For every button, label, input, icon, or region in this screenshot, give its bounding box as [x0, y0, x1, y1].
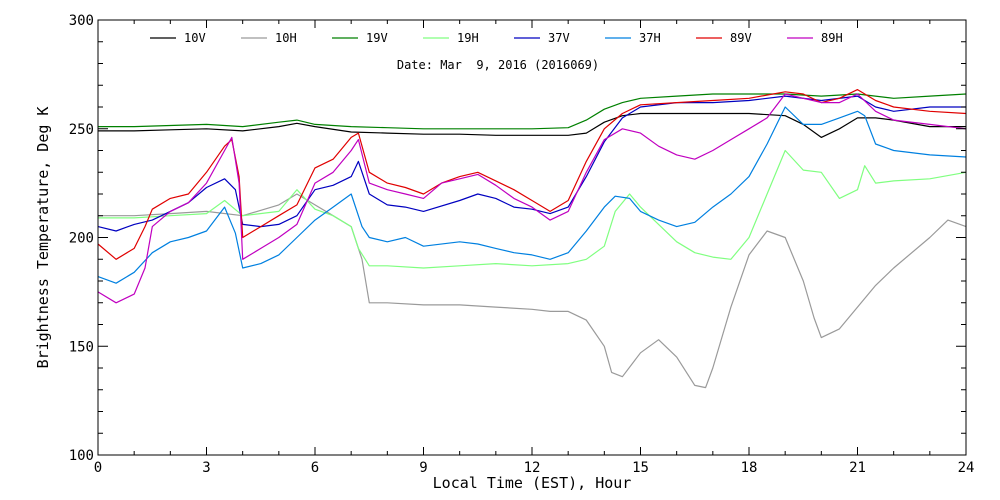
legend-label-19h: 19H: [457, 31, 479, 45]
x-tick-label: 15: [632, 460, 649, 476]
legend-label-89h: 89H: [821, 31, 843, 45]
x-axis-title: Local Time (EST), Hour: [433, 474, 632, 492]
y-tick-label: 250: [69, 122, 94, 138]
x-tick-label: 9: [419, 460, 427, 476]
series-line-19h: [98, 149, 967, 269]
x-tick-label: 21: [849, 460, 866, 476]
series-line-10h: [98, 193, 967, 389]
y-axis-title: Brightness Temperature, Deg K: [34, 107, 52, 369]
y-tick-label: 100: [69, 448, 94, 464]
series-layer: [97, 88, 967, 389]
legend-label-37v: 37V: [548, 31, 570, 45]
date-annotation: Date: Mar 9, 2016 (2016069): [397, 58, 599, 72]
legend-label-89v: 89V: [730, 31, 752, 45]
y-tick-label: 150: [69, 339, 94, 355]
x-tick-label: 3: [202, 460, 210, 476]
legend: 10V 10H 19V 19H 37V 37H 89V 89H: [150, 31, 843, 45]
legend-label-10h: 10H: [275, 31, 297, 45]
x-tick-label: 18: [741, 460, 758, 476]
series-line-37v: [97, 95, 966, 232]
x-tick-label: 12: [524, 460, 541, 476]
series-line-19v: [98, 93, 967, 130]
x-tick-label: 6: [311, 460, 319, 476]
axis-ticks: 0 3 6 9 12 15 18 21 24 100 150 200 250 300: [69, 13, 975, 476]
y-tick-label: 300: [69, 13, 94, 29]
series-line-37h: [97, 106, 967, 284]
series-line-89h: [97, 93, 967, 304]
series-line-10v: [98, 112, 966, 138]
x-tick-label: 24: [958, 460, 975, 476]
legend-label-10v: 10V: [184, 31, 206, 45]
x-tick-label: 0: [94, 460, 102, 476]
legend-label-37h: 37H: [639, 31, 661, 45]
y-tick-label: 200: [69, 231, 94, 247]
legend-label-19v: 19V: [366, 31, 388, 45]
